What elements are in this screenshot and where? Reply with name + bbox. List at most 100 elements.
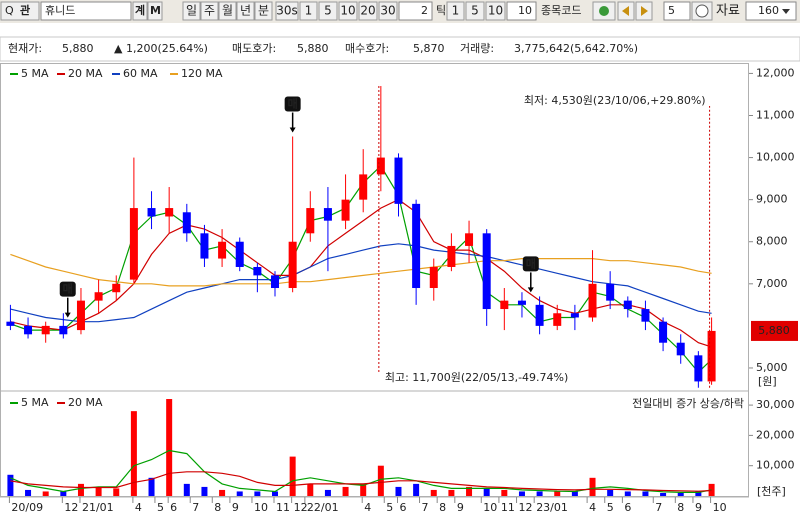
count-input[interactable] [663, 1, 691, 21]
period-button[interactable] [218, 1, 237, 21]
candle-body [429, 266, 438, 289]
ask-label: 매도호가: [232, 42, 276, 55]
volume-bar [554, 491, 561, 496]
period-button[interactable] [182, 1, 201, 21]
period-button[interactable] [236, 1, 255, 21]
x-tick-label: 9 [232, 501, 239, 514]
volume-bar [130, 411, 137, 496]
minute-button[interactable] [338, 1, 358, 21]
legend-label: 20 MA [68, 67, 103, 80]
volume-bar [695, 491, 702, 496]
minute-button[interactable] [358, 1, 378, 21]
period-button[interactable] [275, 1, 299, 21]
last-price-label: 5,880 [758, 324, 790, 337]
gye-button[interactable] [132, 1, 148, 21]
x-tick-label: 7 [422, 501, 429, 514]
x-tick-label: 20/09 [11, 501, 43, 514]
tick-button[interactable] [485, 1, 506, 21]
period-label: 30s [276, 4, 298, 18]
data-select[interactable] [745, 1, 797, 21]
period-button[interactable] [254, 1, 273, 21]
y-tick-label: 5,000 [756, 361, 788, 374]
x-tick-label: 10 [254, 501, 268, 514]
x-tick-label: 11 [276, 501, 290, 514]
x-tick-label: 21/01 [82, 501, 114, 514]
candle-body [41, 325, 50, 335]
tick-input[interactable] [506, 1, 537, 21]
code-label: 종목코드 [541, 4, 581, 17]
x-tick-label: 4 [589, 501, 596, 514]
volume-bar [607, 489, 614, 496]
data-label: 자료 [716, 4, 740, 19]
volume-bar [236, 491, 243, 496]
candle-body [676, 342, 685, 356]
volume: 3,775,642(5,642.70%) [514, 42, 638, 55]
volume-bar [430, 489, 437, 496]
signal-box [59, 281, 76, 297]
volume-bar [307, 483, 314, 496]
y-tick-label: 12,000 [756, 66, 795, 79]
candle-body [253, 266, 262, 276]
tick-button[interactable] [446, 1, 465, 21]
bid-label: 매수호가: [345, 42, 389, 55]
candle-body [465, 233, 474, 246]
candle-body [482, 233, 491, 310]
candle-body [641, 309, 650, 322]
candle-body [500, 300, 509, 310]
volume-bar [536, 491, 543, 496]
candle-body [707, 330, 716, 382]
tick-label: 5 [471, 4, 479, 18]
m-button[interactable] [147, 1, 163, 21]
ma-line [10, 243, 712, 323]
x-tick-label: 9 [457, 501, 464, 514]
volume-bar [501, 489, 508, 496]
candle-body [59, 325, 68, 335]
volume-bar [448, 489, 455, 496]
legend-label: 120 MA [181, 67, 223, 80]
tick-button[interactable] [465, 1, 485, 21]
volume-bar [254, 491, 261, 496]
tick-label: 1 [452, 4, 460, 18]
signal-arrowhead [527, 287, 534, 293]
candle-body [535, 304, 544, 326]
candle-body [359, 174, 368, 200]
volume-bar [413, 483, 420, 496]
volume-bar [148, 477, 155, 496]
period-label: 년 [240, 4, 251, 18]
legend-label: 20 MA [68, 396, 103, 409]
volume-bar [324, 489, 331, 496]
volume-bar [25, 489, 32, 496]
stock-input[interactable] [40, 1, 132, 21]
search-button[interactable] [0, 1, 40, 21]
x-tick-label: 12 [519, 501, 533, 514]
volume-bar [95, 486, 102, 496]
volume-bar [589, 477, 596, 496]
search-tag: 관 [20, 3, 30, 17]
tick-count: 2 [421, 4, 428, 17]
candle-body [376, 157, 385, 175]
period-button[interactable] [200, 1, 219, 21]
clock-icon [695, 4, 709, 18]
y-tick-label: 8,000 [756, 235, 788, 248]
volume-bar [395, 486, 402, 496]
x-tick-label: 12 [64, 501, 78, 514]
minute-label: 30 [380, 4, 395, 18]
candle-body [323, 208, 332, 221]
minute-button[interactable] [378, 1, 398, 21]
minute-button[interactable] [299, 1, 318, 21]
candle-body [94, 292, 103, 301]
signal-arrowhead [289, 127, 296, 133]
candle-body [623, 300, 632, 310]
candle-body [306, 208, 315, 234]
x-tick-label: 6 [399, 501, 406, 514]
volume-bar [571, 491, 578, 496]
volume-bar [42, 491, 49, 496]
signal-box [522, 256, 539, 272]
tick-input-value: 10 [518, 4, 532, 17]
minute-button[interactable] [318, 1, 338, 21]
select-arrow [782, 9, 790, 14]
candle-body [694, 355, 703, 382]
candle-body [394, 157, 403, 204]
y-tick-label: 9,000 [756, 193, 788, 206]
tick-count-input[interactable] [398, 1, 433, 21]
